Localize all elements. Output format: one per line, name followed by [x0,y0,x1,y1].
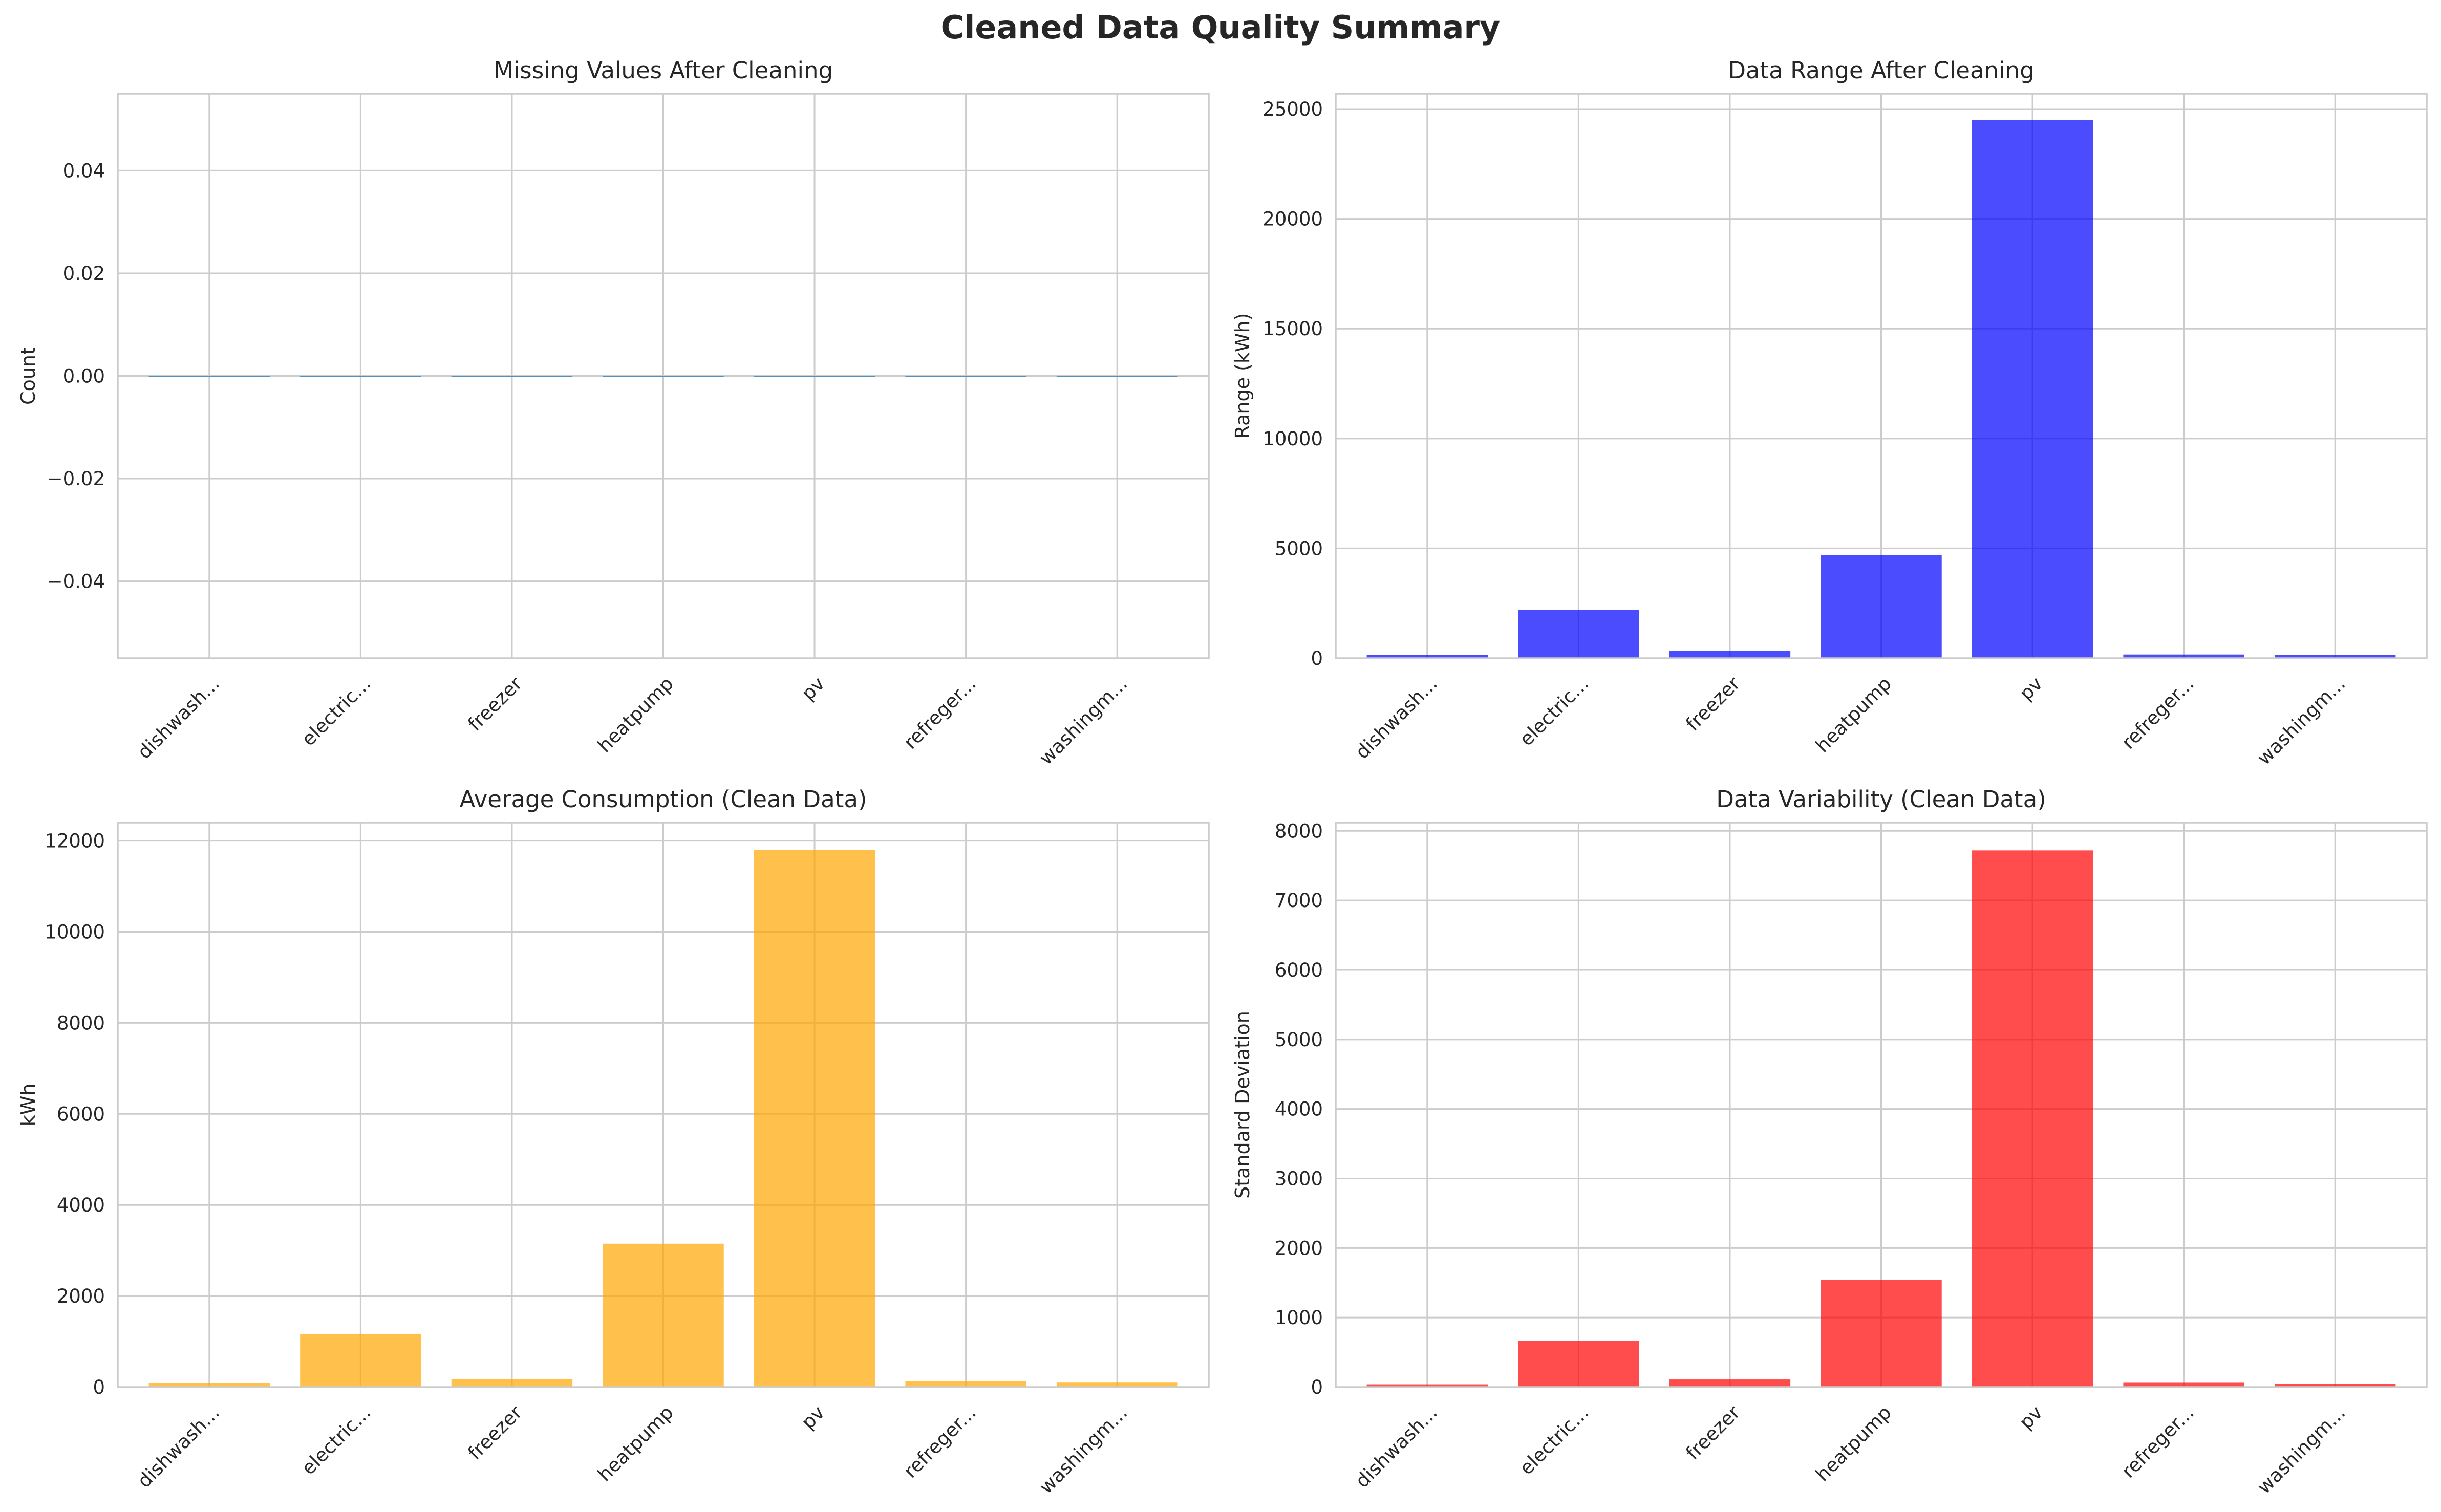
bar-refreger [905,376,1026,377]
bar-heatpump [1821,1280,1942,1387]
y-tick-label: 8000 [1275,820,1323,842]
bar-heatpump [603,376,724,377]
y-tick-label: 0.04 [63,160,105,182]
bar-washingm [1056,376,1178,377]
y-tick-label: 1000 [1275,1307,1323,1329]
subplot-title: Data Range After Cleaning [1728,57,2034,84]
subplot-title: Missing Values After Cleaning [494,57,833,84]
bar-electric [300,376,421,377]
bar-pv [1972,120,2093,658]
y-tick-label: 0 [1311,1376,1323,1398]
y-tick-label: 6000 [57,1103,105,1125]
bar-dishwash [148,376,270,377]
y-tick-label: 2000 [1275,1237,1323,1259]
bar-dishwash [1366,1384,1488,1387]
bar-freezer [1669,1379,1791,1387]
y-tick-label: 4000 [57,1194,105,1216]
bar-heatpump [1821,555,1942,658]
bar-electric [300,1333,421,1387]
y-tick-label: 6000 [1275,959,1323,981]
bar-dishwash [1366,655,1488,658]
y-tick-label: −0.04 [47,571,105,593]
y-tick-label: 25000 [1262,98,1323,120]
bar-pv [754,376,875,377]
plot-frame [1335,93,2428,659]
y-tick-label: 10000 [45,921,105,943]
bar-pv [754,850,875,1387]
bar-electric [1518,1340,1639,1387]
y-tick-label: 0.00 [63,365,105,387]
bar-freezer [451,376,573,377]
y-tick-label: 5000 [1275,1029,1323,1051]
y-axis-label: Range (kWh) [1231,313,1254,439]
bar-refreger [2123,654,2244,658]
y-axis-label: kWh [17,1084,39,1127]
bar-washingm [2274,1384,2396,1387]
y-tick-label: 8000 [57,1012,105,1034]
bar-refreger [905,1381,1026,1387]
bar-heatpump [603,1243,724,1387]
y-tick-label: 0.02 [63,263,105,285]
y-tick-label: 15000 [1262,318,1323,340]
subplot-4: 010002000300040005000600070008000dishwas… [1231,786,2428,1498]
bar-washingm [1056,1382,1178,1387]
y-tick-label: 10000 [1262,428,1323,450]
y-tick-label: 2000 [57,1285,105,1307]
bar-dishwash [148,1383,270,1387]
bar-refreger [2123,1382,2244,1387]
y-tick-label: 0 [93,1376,105,1398]
plot-frame [1335,822,2428,1388]
y-tick-label: −0.02 [47,468,105,490]
subplot-title: Data Variability (Clean Data) [1716,786,2046,813]
y-tick-label: 3000 [1275,1168,1323,1190]
y-tick-label: 5000 [1275,537,1323,559]
subplot-title: Average Consumption (Clean Data) [459,786,867,813]
y-tick-label: 7000 [1275,890,1323,912]
y-axis-label: Count [17,347,39,405]
y-axis-label: Standard Deviation [1231,1011,1254,1199]
y-tick-label: 4000 [1275,1098,1323,1120]
bar-freezer [1669,651,1791,658]
plot-frame [117,93,1210,659]
bar-freezer [451,1378,573,1387]
plot-frame [117,822,1210,1388]
figure-title: Cleaned Data Quality Summary [941,9,1501,46]
bar-electric [1518,610,1639,658]
y-tick-label: 0 [1311,647,1323,669]
y-tick-label: 12000 [45,830,105,852]
y-tick-label: 20000 [1262,208,1323,230]
bar-pv [1972,850,2093,1387]
bar-washingm [2274,655,2396,658]
